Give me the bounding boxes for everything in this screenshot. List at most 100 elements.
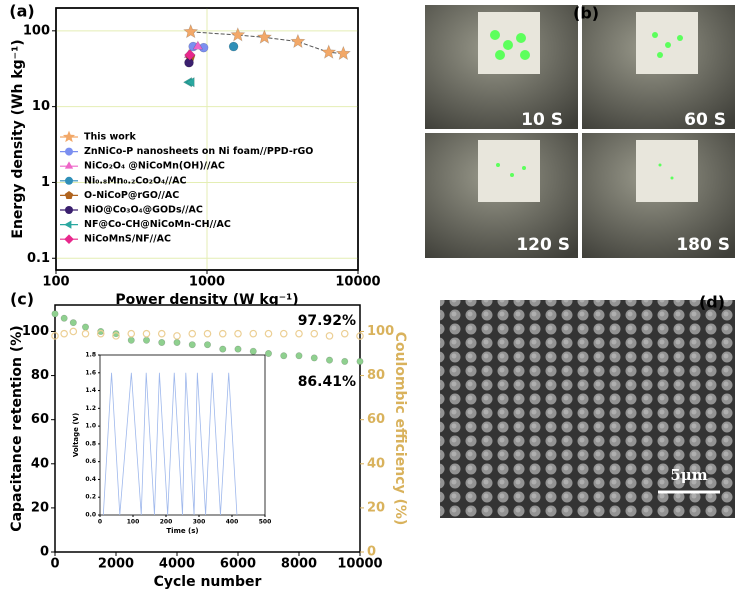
legend-marker bbox=[65, 147, 73, 156]
y2-tick-label: 60 bbox=[367, 412, 385, 427]
series-line bbox=[102, 372, 238, 516]
y2-tick-label: 100 bbox=[367, 324, 394, 339]
data-point bbox=[184, 57, 194, 68]
data-point bbox=[142, 329, 151, 338]
annotation: 86.41% bbox=[298, 374, 356, 390]
y2-tick-label: 80 bbox=[367, 368, 385, 383]
panel-label: (c) bbox=[10, 290, 34, 309]
y-tick-label: 0 bbox=[40, 545, 49, 560]
x-tick-label: 100 bbox=[127, 519, 140, 526]
data-point bbox=[173, 339, 181, 346]
sem-shade bbox=[440, 300, 735, 518]
y-tick-label: 100 bbox=[23, 23, 50, 38]
data-point bbox=[192, 40, 204, 50]
panel-label: (d) bbox=[699, 293, 725, 312]
data-point bbox=[142, 336, 151, 344]
plot-area bbox=[99, 354, 266, 516]
x-tick-label: 10000 bbox=[335, 275, 380, 290]
y-tick-label: 1.6 bbox=[85, 369, 96, 376]
data-point bbox=[234, 329, 242, 338]
data-point bbox=[51, 332, 59, 340]
data-point bbox=[112, 332, 120, 340]
led-board bbox=[478, 140, 540, 202]
data-point bbox=[60, 329, 68, 338]
sem-panel: 5μm (d) bbox=[440, 293, 735, 518]
data-point bbox=[69, 319, 77, 327]
annotation: 97.92% bbox=[298, 313, 356, 329]
data-point bbox=[157, 329, 166, 338]
data-point bbox=[218, 329, 227, 338]
data-point bbox=[185, 77, 195, 88]
sem-image bbox=[440, 300, 735, 518]
y-tick-label: 20 bbox=[31, 500, 49, 515]
data-point bbox=[203, 329, 212, 338]
data-point bbox=[264, 350, 273, 357]
data-point bbox=[69, 327, 78, 336]
y-tick-label: 0.4 bbox=[85, 476, 96, 483]
data-point bbox=[230, 27, 246, 42]
legend-label: ZnNiCo-P nanosheets on Ni foam//PPD-rGO bbox=[84, 146, 313, 157]
data-point bbox=[321, 44, 337, 59]
data-point bbox=[60, 314, 68, 322]
data-point bbox=[203, 341, 212, 349]
data-point bbox=[356, 358, 364, 365]
x-tick-label: 0 bbox=[50, 557, 59, 572]
photo-caption: 60 S bbox=[684, 110, 726, 130]
legend-label: NiCoMnS/NF//AC bbox=[84, 234, 171, 245]
x-tick-label: 0 bbox=[98, 519, 102, 526]
legend-marker bbox=[65, 206, 73, 214]
x-tick-label: 10000 bbox=[337, 557, 382, 572]
data-point bbox=[198, 42, 209, 53]
panel-label: (b) bbox=[573, 4, 599, 23]
legend-marker bbox=[64, 191, 74, 199]
data-point bbox=[127, 329, 136, 338]
y-tick-label: 1.0 bbox=[85, 423, 96, 430]
led-glow bbox=[490, 30, 683, 180]
x-axis-label: Power density (W kg⁻¹) bbox=[115, 292, 298, 308]
legend-marker bbox=[65, 176, 73, 185]
y-tick-label: 1 bbox=[41, 175, 50, 190]
legend-label: Ni₀.₈Mn₀.₂Co₂O₄//AC bbox=[84, 175, 186, 186]
legend-label: This work bbox=[84, 132, 136, 143]
legend-label: O-NiCoP@rGO//AC bbox=[84, 190, 179, 201]
data-point bbox=[290, 33, 306, 49]
data-point bbox=[183, 23, 199, 39]
x-tick-label: 400 bbox=[226, 519, 239, 526]
data-point bbox=[310, 354, 318, 362]
data-point bbox=[340, 329, 349, 338]
y-tick-label: 1.4 bbox=[85, 387, 96, 394]
y-tick-label: 0.8 bbox=[85, 440, 96, 447]
y-tick-label: 0.0 bbox=[85, 512, 96, 519]
legend-marker bbox=[64, 220, 72, 229]
y-axis-label: Energy density (Wh kg⁻¹) bbox=[10, 39, 26, 238]
data-point bbox=[310, 329, 319, 338]
photo-panel: (b) 10 S 60 S 120 S 180 S bbox=[425, 4, 735, 258]
data-point bbox=[335, 45, 351, 61]
y-axis-label: Voltage (V) bbox=[72, 413, 80, 457]
data-point bbox=[158, 339, 166, 346]
data-point bbox=[279, 329, 288, 338]
plot-frame bbox=[55, 7, 359, 271]
data-point bbox=[81, 323, 90, 331]
x-tick-label: 200 bbox=[160, 519, 173, 526]
y2-tick-label: 40 bbox=[367, 456, 385, 471]
y-tick-label: 1.2 bbox=[85, 405, 96, 412]
scale-bar-label: 5μm bbox=[670, 466, 707, 484]
y-tick-label: 80 bbox=[31, 368, 49, 383]
legend-marker bbox=[64, 234, 74, 244]
x-tick-label: 4000 bbox=[159, 557, 195, 572]
x-tick-label: 6000 bbox=[220, 557, 256, 572]
data-point bbox=[188, 341, 196, 349]
y-tick-label: 40 bbox=[31, 456, 49, 471]
data-point bbox=[228, 41, 239, 52]
x-tick-label: 2000 bbox=[98, 557, 134, 572]
data-point bbox=[249, 329, 258, 338]
y-tick-label: 0.6 bbox=[85, 458, 96, 465]
led-board bbox=[636, 140, 698, 202]
x-tick-label: 1000 bbox=[189, 275, 225, 290]
y-tick-label: 100 bbox=[22, 324, 49, 339]
y-tick-label: 0.1 bbox=[27, 251, 50, 266]
legend-marker bbox=[62, 130, 76, 143]
y-tick-label: 1.8 bbox=[85, 352, 96, 359]
